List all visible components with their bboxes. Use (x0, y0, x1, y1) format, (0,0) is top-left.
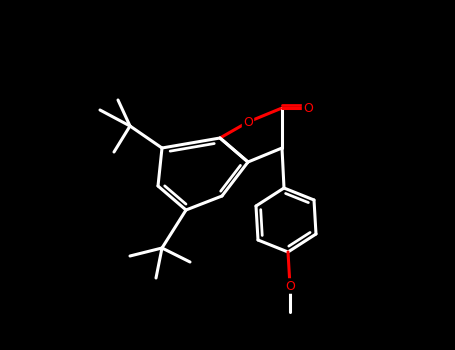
Text: O: O (243, 116, 253, 128)
Text: O: O (303, 102, 313, 114)
Text: O: O (285, 280, 295, 293)
